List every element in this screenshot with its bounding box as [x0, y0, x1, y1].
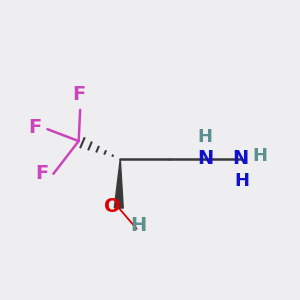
Text: N: N	[197, 149, 213, 168]
Polygon shape	[114, 159, 123, 208]
Text: H: H	[235, 172, 250, 190]
Text: F: F	[72, 85, 85, 104]
Text: O: O	[104, 197, 121, 216]
Text: F: F	[35, 164, 49, 183]
Text: F: F	[28, 118, 42, 137]
Text: H: H	[197, 128, 212, 146]
Text: H: H	[253, 147, 268, 165]
Text: H: H	[130, 216, 146, 235]
Text: N: N	[232, 149, 249, 168]
